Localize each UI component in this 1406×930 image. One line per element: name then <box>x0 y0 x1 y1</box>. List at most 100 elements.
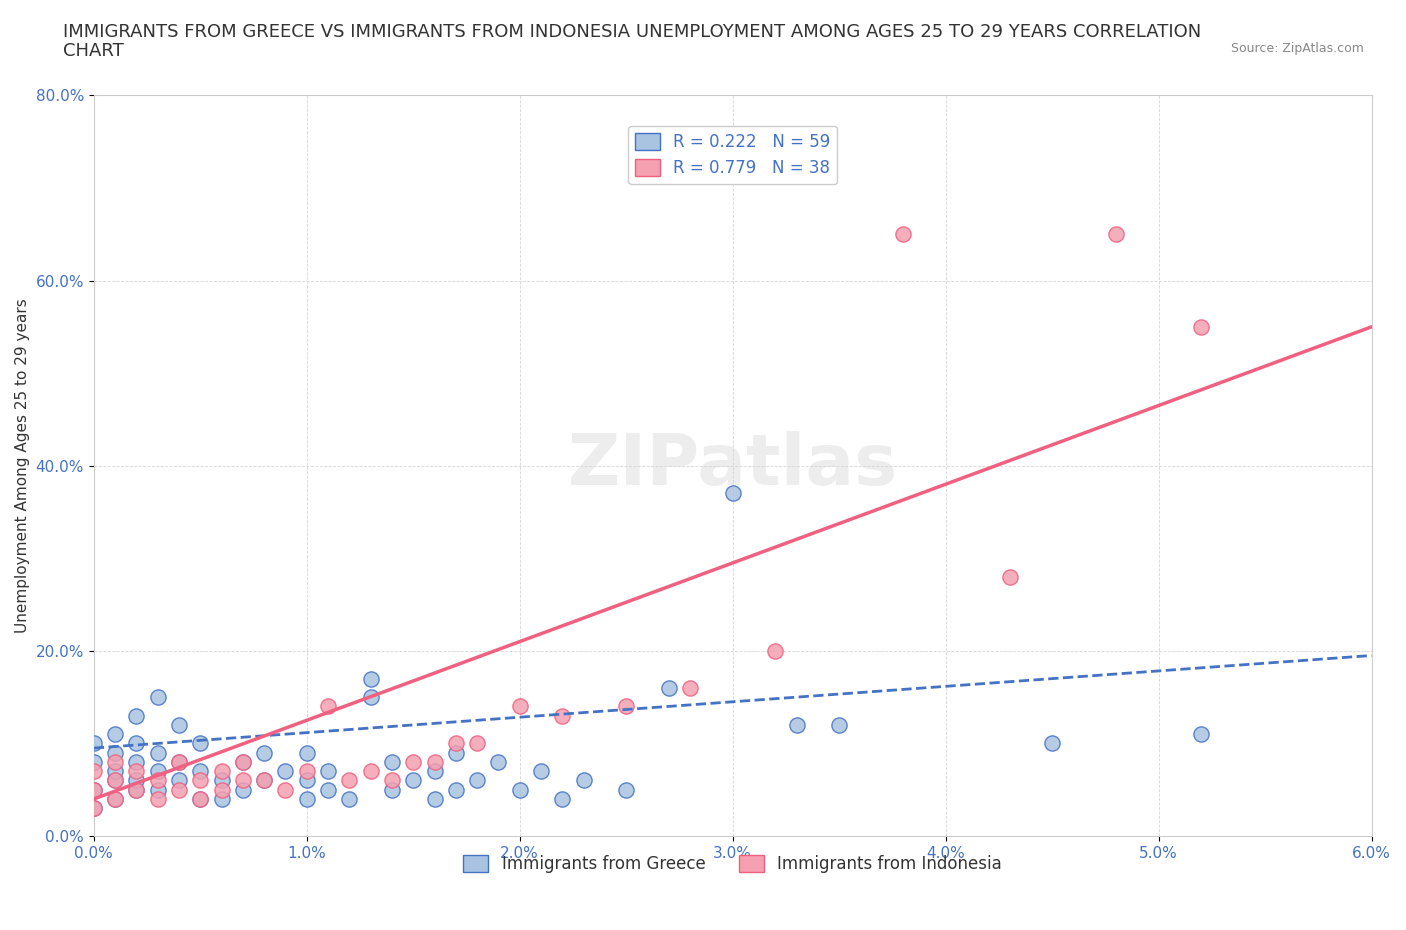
Point <box>83 782 105 797</box>
Point <box>167 773 190 788</box>
Point <box>146 764 169 778</box>
Point <box>146 791 169 806</box>
Point <box>444 745 467 760</box>
Point <box>763 644 786 658</box>
Point <box>465 736 488 751</box>
Point <box>614 782 637 797</box>
Point <box>188 791 211 806</box>
Point <box>211 791 233 806</box>
Point <box>295 764 318 778</box>
Point <box>83 736 105 751</box>
Point <box>423 791 446 806</box>
Point <box>337 773 360 788</box>
Point <box>125 782 148 797</box>
Point <box>1189 319 1212 334</box>
Point <box>83 764 105 778</box>
Point <box>211 764 233 778</box>
Point <box>125 754 148 769</box>
Point <box>402 773 425 788</box>
Point <box>188 764 211 778</box>
Point <box>146 782 169 797</box>
Y-axis label: Unemployment Among Ages 25 to 29 years: Unemployment Among Ages 25 to 29 years <box>15 299 30 633</box>
Point <box>274 782 297 797</box>
Point <box>146 773 169 788</box>
Point <box>104 791 127 806</box>
Point <box>551 791 574 806</box>
Text: IMMIGRANTS FROM GREECE VS IMMIGRANTS FROM INDONESIA UNEMPLOYMENT AMONG AGES 25 T: IMMIGRANTS FROM GREECE VS IMMIGRANTS FRO… <box>63 23 1202 41</box>
Point <box>828 717 851 732</box>
Point <box>509 782 531 797</box>
Point <box>167 782 190 797</box>
Point <box>253 745 276 760</box>
Point <box>167 754 190 769</box>
Point <box>146 745 169 760</box>
Point <box>274 764 297 778</box>
Point <box>381 754 404 769</box>
Point <box>423 764 446 778</box>
Point <box>360 671 382 686</box>
Point <box>167 754 190 769</box>
Point <box>316 782 339 797</box>
Point <box>104 764 127 778</box>
Point <box>104 745 127 760</box>
Point <box>232 782 254 797</box>
Point <box>551 709 574 724</box>
Point <box>444 782 467 797</box>
Point <box>1189 726 1212 741</box>
Point <box>423 754 446 769</box>
Point <box>444 736 467 751</box>
Point <box>104 773 127 788</box>
Point <box>104 726 127 741</box>
Point <box>402 754 425 769</box>
Point <box>1105 227 1128 242</box>
Point <box>679 681 702 696</box>
Point <box>360 764 382 778</box>
Point <box>83 782 105 797</box>
Text: Source: ZipAtlas.com: Source: ZipAtlas.com <box>1230 42 1364 55</box>
Point <box>721 486 744 501</box>
Point <box>232 773 254 788</box>
Point <box>295 745 318 760</box>
Point <box>381 773 404 788</box>
Point <box>146 690 169 705</box>
Point <box>572 773 595 788</box>
Point <box>465 773 488 788</box>
Point <box>509 699 531 714</box>
Point <box>1040 736 1063 751</box>
Point <box>211 782 233 797</box>
Point <box>83 801 105 816</box>
Point <box>125 782 148 797</box>
Point <box>253 773 276 788</box>
Point <box>125 709 148 724</box>
Point <box>104 754 127 769</box>
Point <box>125 764 148 778</box>
Point <box>337 791 360 806</box>
Text: CHART: CHART <box>63 42 124 60</box>
Point <box>232 754 254 769</box>
Point <box>891 227 914 242</box>
Point <box>530 764 553 778</box>
Point <box>167 717 190 732</box>
Point <box>316 699 339 714</box>
Point <box>998 569 1021 584</box>
Point <box>295 773 318 788</box>
Point <box>486 754 509 769</box>
Point <box>658 681 681 696</box>
Point <box>125 736 148 751</box>
Point <box>188 791 211 806</box>
Point <box>295 791 318 806</box>
Point <box>211 773 233 788</box>
Point <box>188 736 211 751</box>
Point <box>232 754 254 769</box>
Point <box>188 773 211 788</box>
Point <box>83 801 105 816</box>
Point <box>104 773 127 788</box>
Point <box>125 773 148 788</box>
Point <box>360 690 382 705</box>
Point <box>614 699 637 714</box>
Point <box>316 764 339 778</box>
Legend: Immigrants from Greece, Immigrants from Indonesia: Immigrants from Greece, Immigrants from … <box>457 848 1008 880</box>
Point <box>253 773 276 788</box>
Point <box>104 791 127 806</box>
Point <box>786 717 808 732</box>
